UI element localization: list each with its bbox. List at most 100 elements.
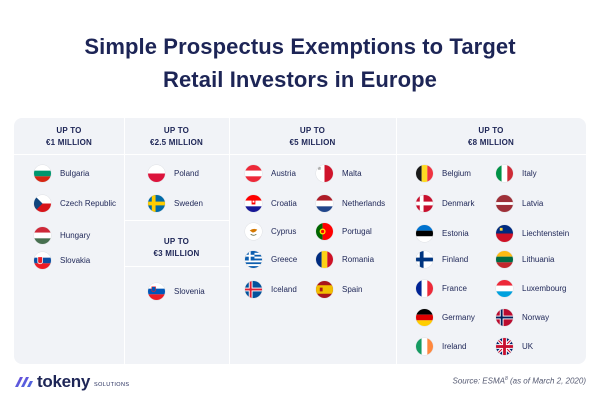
country-item-ireland: Ireland (416, 337, 466, 355)
heading-8-million: UP TO €8 MILLION (467, 126, 514, 147)
netherlands-flag-icon (316, 194, 333, 212)
bulgaria-flag-icon (34, 164, 51, 182)
country-name: Norway (522, 312, 550, 322)
country-name: Bulgaria (60, 168, 90, 178)
country-item-malta: Malta (316, 164, 362, 182)
tokeny-logo: tokeny SOLUTIONS (14, 372, 129, 392)
country-item-denmark: Denmark (416, 194, 474, 212)
poland-flag-icon (148, 164, 165, 182)
country-name: Malta (342, 168, 362, 178)
greece-flag-icon (245, 250, 262, 268)
country-item-slovakia: Slovakia (34, 251, 90, 269)
country-name: Denmark (442, 198, 475, 208)
country-name: Cyprus (271, 226, 297, 236)
header-divider (14, 154, 586, 155)
country-name: Greece (271, 254, 298, 264)
country-name: Belgium (442, 168, 471, 178)
country-name: France (442, 283, 467, 293)
heading-1-million: UP TO €1 MILLION (45, 126, 92, 147)
country-name: Romania (342, 254, 375, 264)
country-name: Slovenia (174, 286, 205, 296)
country-item-latvia: Latvia (496, 194, 543, 212)
ireland-flag-icon (416, 337, 433, 355)
slovenia-flag-icon (148, 282, 165, 300)
tokeny-logo-icon (15, 377, 33, 387)
hungary-flag-icon (34, 226, 51, 244)
country-name: Lithuania (522, 254, 555, 264)
heading-3-million: UP TO €3 MILLION (153, 237, 200, 258)
country-name: Estonia (442, 228, 469, 238)
luxembourg-flag-icon (496, 279, 513, 297)
country-name: Ireland (442, 341, 467, 351)
cell-divider (124, 266, 229, 267)
estonia-flag-icon (416, 224, 433, 242)
country-name: Italy (522, 168, 537, 178)
country-item-austria: Austria (245, 164, 296, 182)
sweden-flag-icon (148, 194, 165, 212)
country-item-germany: Germany (416, 308, 475, 326)
country-item-estonia: Estonia (416, 224, 469, 242)
country-name: Netherlands (342, 198, 386, 208)
country-name: Poland (174, 168, 199, 178)
country-item-luxembourg: Luxembourg (496, 279, 566, 297)
country-name: Iceland (271, 284, 297, 294)
cell-divider (124, 220, 229, 221)
country-name: Germany (442, 312, 475, 322)
country-item-czech: Czech Republic (34, 194, 116, 212)
column-divider (124, 118, 125, 364)
country-item-sweden: Sweden (148, 194, 203, 212)
country-item-norway: Norway (496, 308, 549, 326)
page-title-line-1: Simple Prospectus Exemptions to Target (84, 34, 516, 59)
slovakia-flag-icon (34, 251, 51, 269)
country-item-spain: Spain (316, 280, 362, 298)
norway-flag-icon (496, 308, 513, 326)
country-item-bulgaria: Bulgaria (34, 164, 89, 182)
country-item-italy: Italy (496, 164, 537, 182)
country-name: Liechtenstein (522, 228, 570, 238)
czech-flag-icon (34, 194, 51, 212)
country-name: Croatia (271, 198, 297, 208)
country-name: Latvia (522, 198, 544, 208)
country-name: Spain (342, 284, 363, 294)
column-divider (396, 118, 397, 364)
country-name: Austria (271, 168, 296, 178)
country-name: Hungary (60, 230, 91, 240)
country-name: Sweden (174, 198, 203, 208)
romania-flag-icon (316, 250, 333, 268)
france-flag-icon (416, 279, 433, 297)
lithuania-flag-icon (496, 250, 513, 268)
croatia-flag-icon (245, 194, 262, 212)
country-item-uk: UK (496, 337, 533, 355)
country-item-romania: Romania (316, 250, 374, 268)
country-item-netherlands: Netherlands (316, 194, 385, 212)
source-date: (as of March 2, 2020) (507, 376, 586, 386)
cyprus-flag-icon (245, 222, 262, 240)
germany-flag-icon (416, 308, 433, 326)
exemptions-table: UP TO €1 MILLION UP TO €2.5 MILLION UP TO €… (14, 118, 586, 364)
country-item-poland: Poland (148, 164, 199, 182)
denmark-flag-icon (416, 194, 433, 212)
heading-5-million: UP TO €5 MILLION (289, 126, 336, 147)
italy-flag-icon (496, 164, 513, 182)
belgium-flag-icon (416, 164, 433, 182)
logo-wordmark: tokeny (37, 372, 90, 391)
country-name: Czech Republic (60, 198, 117, 208)
country-item-france: France (416, 279, 467, 297)
country-name: UK (522, 341, 534, 351)
country-item-croatia: Croatia (245, 194, 297, 212)
page-title-line-2: Retail Investors in Europe (162, 67, 437, 92)
spain-flag-icon (316, 280, 333, 298)
country-item-liechtenstein: Liechtenstein (496, 224, 569, 242)
portugal-flag-icon (316, 222, 333, 240)
malta-flag-icon (316, 164, 333, 182)
column-divider (229, 118, 230, 364)
liechtenstein-flag-icon (496, 224, 513, 242)
source-footnote: 8 (504, 376, 508, 382)
country-name: Luxembourg (522, 283, 567, 293)
source-note: Source: ESMA8 (as of March 2, 2020) (452, 376, 586, 386)
country-item-finland: Finland (416, 250, 468, 268)
country-item-greece: Greece (245, 250, 297, 268)
country-item-belgium: Belgium (416, 164, 471, 182)
country-item-hungary: Hungary (34, 226, 90, 244)
country-item-portugal: Portugal (316, 222, 372, 240)
